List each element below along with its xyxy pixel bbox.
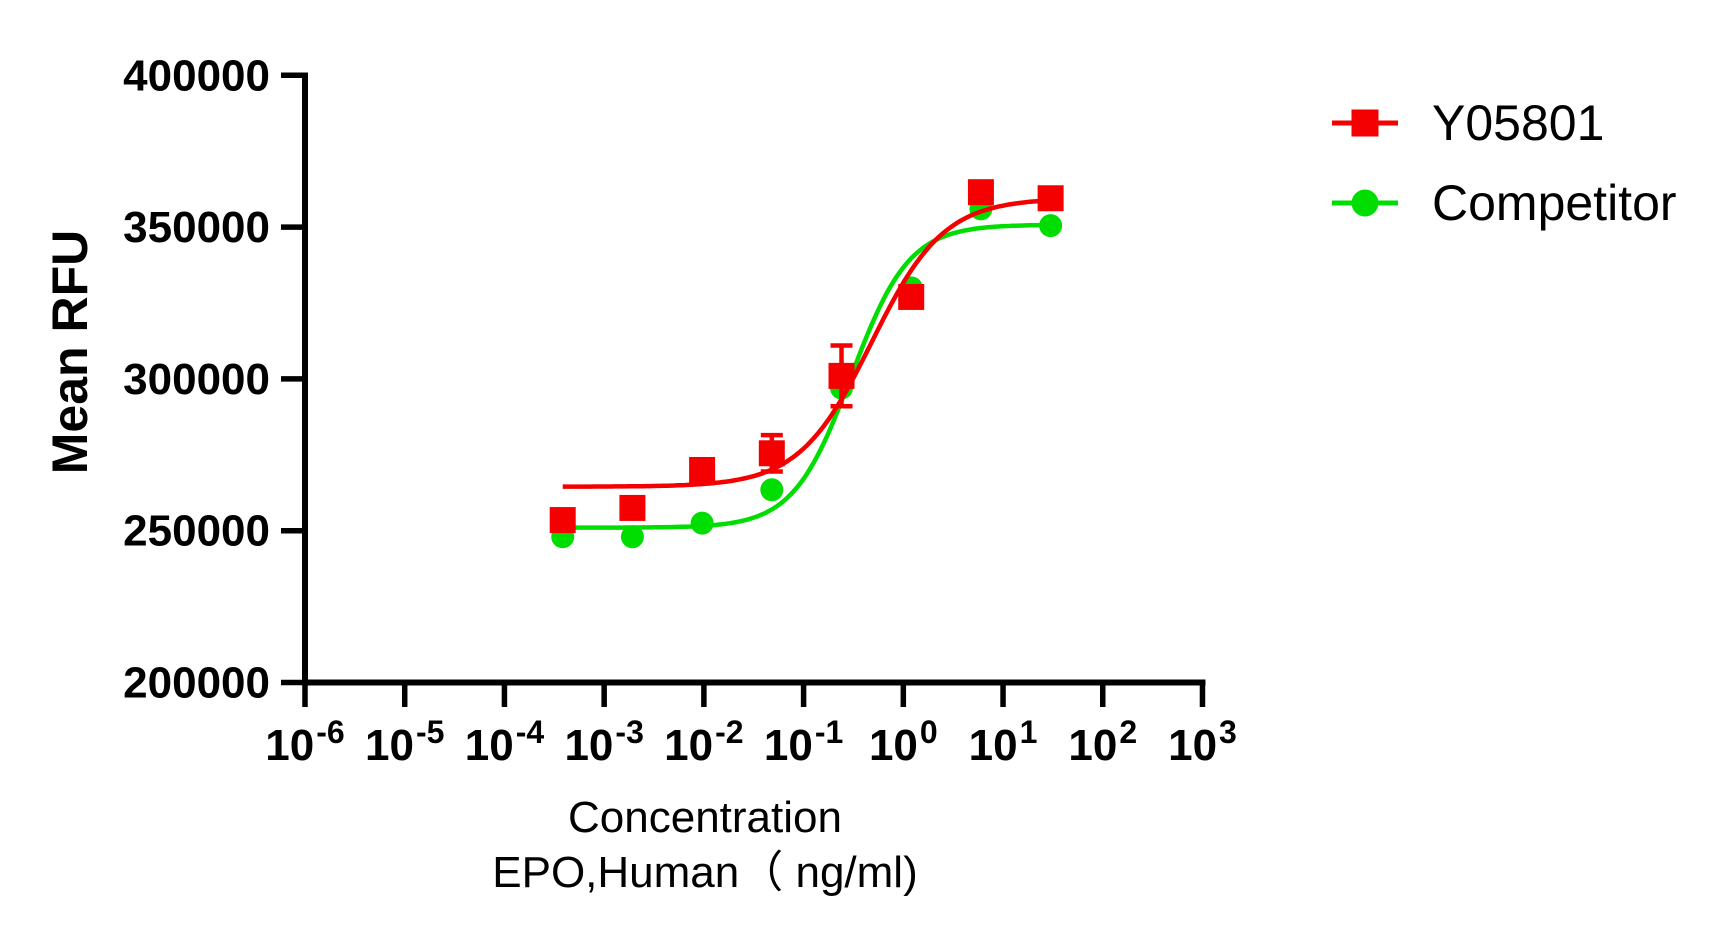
data-point-competitor (760, 478, 784, 502)
competitor-circle-marker-icon (1332, 189, 1398, 217)
x-tick-label: 10-5 (365, 714, 444, 770)
x-tick-label: 101 (969, 714, 1038, 770)
x-tick-label: 10-1 (764, 714, 843, 770)
data-point-y05801 (828, 362, 855, 389)
data-point-competitor (690, 511, 714, 535)
x-tick-label: 103 (1168, 714, 1237, 770)
data-point-y05801 (549, 507, 576, 534)
y-tick-label: 350000 (123, 203, 270, 252)
x-tick-label: 10-4 (465, 714, 545, 770)
y-axis-title: Mean RFU (42, 229, 98, 475)
legend-item-competitor: Competitor (1332, 174, 1677, 232)
fit-curve-y05801 (562, 198, 1051, 489)
data-point-competitor (620, 525, 644, 549)
axis-spines (302, 72, 1206, 686)
x-axis-title-line2: EPO,Human（ ng/ml) (492, 848, 918, 897)
x-tick-label: 10-3 (564, 714, 643, 770)
fit-curve-competitor (562, 222, 1051, 530)
y-tick-label: 200000 (123, 659, 270, 708)
legend-label-y05801: Y05801 (1432, 95, 1605, 151)
data-point-y05801 (967, 179, 994, 206)
legend: Y05801 Competitor (1332, 88, 1677, 232)
x-tick-label: 10-6 (265, 714, 344, 770)
x-axis-title: Concentration EPO,Human（ ng/ml) (492, 790, 917, 900)
data-point-competitor (1039, 214, 1063, 238)
y-tick-label: 300000 (123, 355, 270, 404)
x-tick-label: 102 (1068, 714, 1137, 770)
legend-label-competitor: Competitor (1432, 175, 1677, 231)
x-axis-title-line1: Concentration (568, 793, 842, 842)
y05801-square-marker-icon (1332, 109, 1398, 137)
x-tick-label: 100 (869, 714, 938, 770)
data-point-y05801 (758, 440, 785, 467)
legend-item-y05801: Y05801 (1332, 94, 1677, 152)
y-tick-label: 250000 (123, 507, 270, 556)
data-point-y05801 (1037, 185, 1064, 212)
data-point-y05801 (689, 456, 716, 483)
y-tick-label: 400000 (123, 51, 270, 100)
data-point-y05801 (619, 494, 646, 521)
x-tick-label: 10-2 (664, 714, 743, 770)
data-point-y05801 (898, 283, 925, 310)
